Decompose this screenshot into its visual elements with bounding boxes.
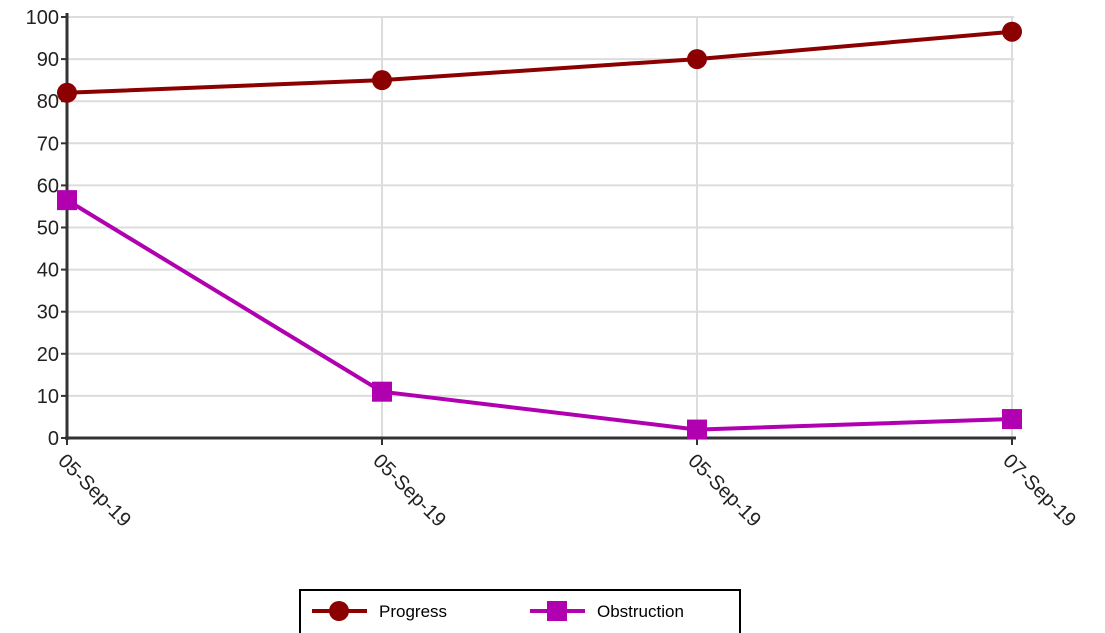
obstruction-point: [687, 419, 707, 440]
y-tick-label: 50: [37, 218, 59, 240]
x-tick-label: 05-Sep-19: [53, 450, 135, 532]
y-tick-label: 90: [37, 49, 59, 71]
progress-point: [687, 49, 707, 70]
y-tick-label: 100: [26, 7, 59, 29]
progress-point: [57, 82, 77, 103]
y-tick-label: 80: [37, 91, 59, 113]
progress-series-line: [66, 29, 1013, 95]
x-tick-label: 05-Sep-19: [683, 450, 765, 532]
y-tick-label: 40: [37, 260, 59, 282]
obstruction-point: [1002, 409, 1022, 430]
progress-legend-marker: [329, 601, 349, 621]
obstruction-legend-marker: [547, 601, 567, 621]
y-tick-label: 20: [37, 344, 59, 366]
progress-point: [1002, 21, 1022, 42]
progress-legend-label: Progress: [379, 602, 447, 621]
obstruction-legend-label: Obstruction: [597, 602, 684, 621]
x-tick-label: 07-Sep-19: [998, 450, 1080, 532]
legend-box: [299, 589, 741, 633]
y-tick-label: 0: [48, 428, 59, 450]
y-tick-label: 70: [37, 133, 59, 155]
y-tick-label: 30: [37, 302, 59, 324]
chart-grid: [67, 16, 1014, 438]
obstruction-point: [57, 190, 77, 211]
obstruction-series-line: [65, 198, 1013, 432]
obstruction-point: [372, 381, 392, 402]
progress-point: [372, 70, 392, 91]
x-tick-label: 05-Sep-19: [368, 450, 450, 532]
y-tick-label: 10: [37, 386, 59, 408]
y-tick-label: 60: [37, 175, 59, 197]
chart-legend: Progress Obstruction: [299, 589, 741, 633]
chart-series: [57, 21, 1022, 440]
